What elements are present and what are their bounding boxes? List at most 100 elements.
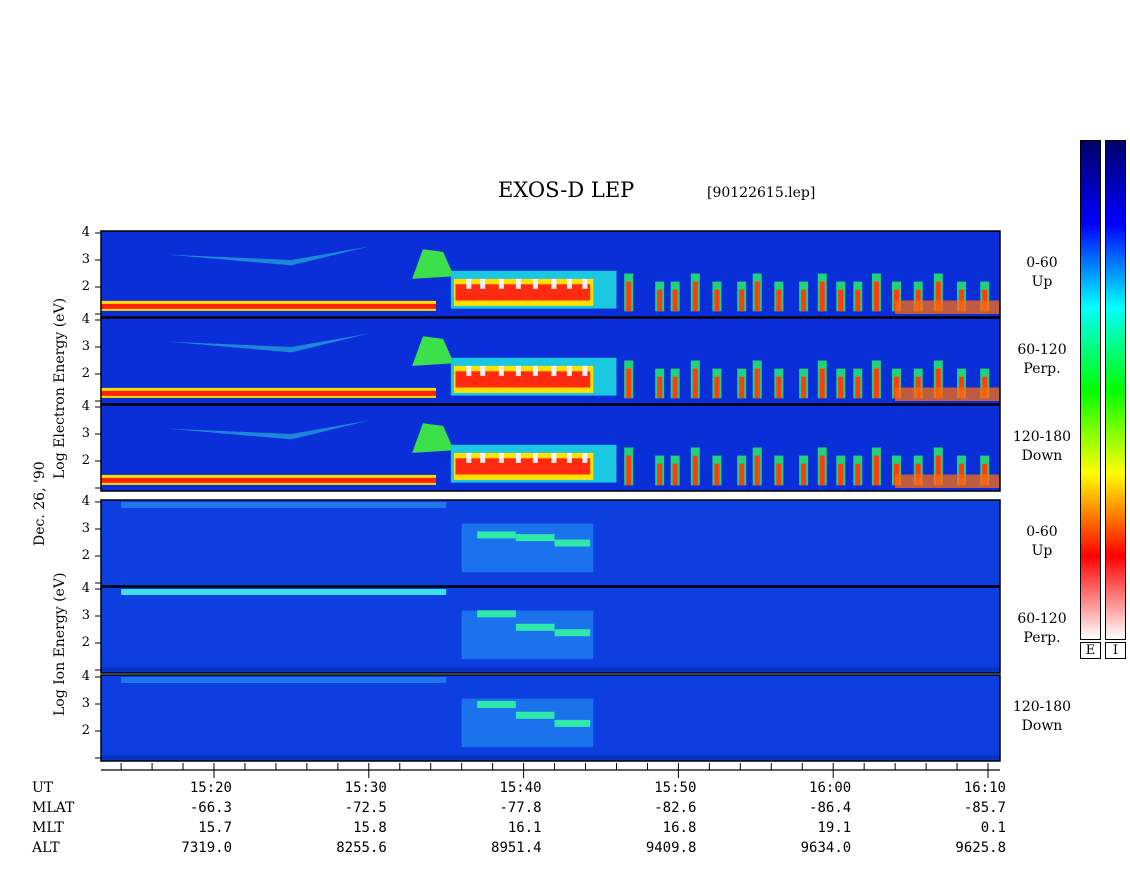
electron-burst-core (714, 376, 720, 399)
electron-peak-spot (532, 452, 538, 463)
ion-high-energy-band (121, 677, 447, 683)
electron-hot-core (455, 458, 591, 475)
table-cell: 7319.0 (181, 840, 232, 856)
y-tick-label: 4 (81, 399, 90, 414)
chart-title: EXOS-D LEP (498, 178, 635, 202)
y-tick-label: 2 (81, 279, 90, 294)
electron-burst-core (739, 376, 745, 399)
y-tick-label: 4 (81, 494, 90, 509)
electron-burst-core (754, 368, 760, 399)
electron-peak-spot (515, 452, 521, 463)
y-tick-label: 3 (81, 252, 90, 267)
pitch-angle-group: 60-120 Perp. (1012, 341, 1072, 379)
electron-burst-core (692, 455, 698, 486)
electron-colorbar-label: E (1080, 642, 1101, 659)
electron-burst-core (657, 289, 663, 312)
electron-burst-core (657, 376, 663, 399)
electron-burst-core (626, 281, 632, 312)
pitch-angle-label: Up (1031, 543, 1053, 559)
table-row-label: MLT (32, 820, 64, 836)
electron-peak-spot (551, 365, 557, 376)
electron-shoulder (412, 249, 454, 279)
ion-dispersion-arc (477, 531, 516, 539)
ion-dispersion-arc (477, 610, 516, 618)
ion-event-region (461, 523, 594, 573)
table-cell: 15:20 (189, 780, 232, 796)
table-cell: -77.8 (499, 800, 542, 816)
table-cell: 9634.0 (800, 840, 852, 856)
y-tick-label: 3 (81, 426, 90, 441)
table-cell: 0.1 (980, 820, 1006, 836)
table-cell: -85.7 (963, 800, 1006, 816)
electron-peak-spot (466, 365, 472, 376)
electron-burst-core (855, 289, 861, 312)
electron-low-energy-band-core (101, 303, 436, 309)
electron-peak-spot (566, 278, 572, 289)
electron-burst-core (776, 289, 782, 312)
electron-burst-core (819, 281, 825, 312)
table-row-label: ALT (32, 840, 60, 856)
table-cell: 8255.6 (336, 840, 387, 856)
electron-peak-spot (466, 452, 472, 463)
electron-burst-core (873, 281, 879, 312)
electron-peak-spot (532, 278, 538, 289)
electron-burst-core (714, 463, 720, 486)
electron-burst-core (838, 376, 844, 399)
table-cell: 9625.8 (955, 840, 1006, 856)
electron-burst-core (692, 368, 698, 399)
electron-peak-spot (480, 278, 486, 289)
table-cell: 15:40 (499, 780, 542, 796)
electron-burst-core (873, 455, 879, 486)
y-tick-label: 4 (81, 312, 90, 327)
electron-peak-spot (582, 278, 588, 289)
electron-burst-core (801, 376, 807, 399)
panel-frame (100, 317, 1001, 405)
y-tick-label: 3 (81, 339, 90, 354)
electron-peak-spot (551, 278, 557, 289)
electron-burst-core (855, 463, 861, 486)
electron-hot-core (455, 284, 591, 301)
panel-frame (100, 499, 1001, 587)
electron-burst-core (672, 463, 678, 486)
electron-burst-core (714, 289, 720, 312)
ion-dispersion-arc (515, 711, 555, 719)
electron-burst-core (819, 368, 825, 399)
electron-burst-core (754, 281, 760, 312)
pitch-angle-label: 0-60 (1026, 255, 1058, 271)
y-tick-label: 2 (81, 453, 90, 468)
electron-burst-core (754, 455, 760, 486)
electron-burst-core (935, 455, 941, 486)
y-tick-label: 3 (81, 608, 90, 623)
panel-frame (100, 586, 1001, 674)
table-row-label: MLAT (32, 800, 75, 816)
electron-arc (167, 333, 369, 353)
ion-dispersion-arc (477, 701, 516, 708)
electron-arc (167, 246, 369, 266)
y-tick-label: 4 (81, 669, 90, 684)
pitch-angle-label: 60-120 (1017, 342, 1067, 358)
table-cell: -72.5 (344, 800, 387, 816)
ion-colorbar-label: I (1105, 642, 1126, 659)
table-cell: 8951.4 (491, 840, 542, 856)
electron-burst-core (692, 281, 698, 312)
pitch-angle-label: Down (1021, 718, 1063, 734)
pitch-angle-group: 120-180 Down (1012, 428, 1072, 466)
ion-dispersion-arc (515, 534, 555, 542)
electron-burst-core (626, 455, 632, 486)
electron-burst-core (626, 368, 632, 399)
electron-tail-band (895, 300, 1000, 314)
electron-burst-core (855, 376, 861, 399)
y-tick-label: 3 (81, 696, 90, 711)
pitch-angle-label: 0-60 (1026, 524, 1058, 540)
electron-peak-spot (551, 452, 557, 463)
y-tick-label: 2 (81, 548, 90, 563)
electron-shoulder (412, 336, 454, 366)
electron-tail-band (895, 474, 1000, 488)
electron-peak-spot (532, 365, 538, 376)
y-tick-label: 2 (81, 635, 90, 650)
table-cell: -66.3 (189, 800, 232, 816)
electron-burst-core (838, 289, 844, 312)
pitch-angle-label: 120-180 (1012, 699, 1072, 715)
y-tick-label: 2 (81, 366, 90, 381)
